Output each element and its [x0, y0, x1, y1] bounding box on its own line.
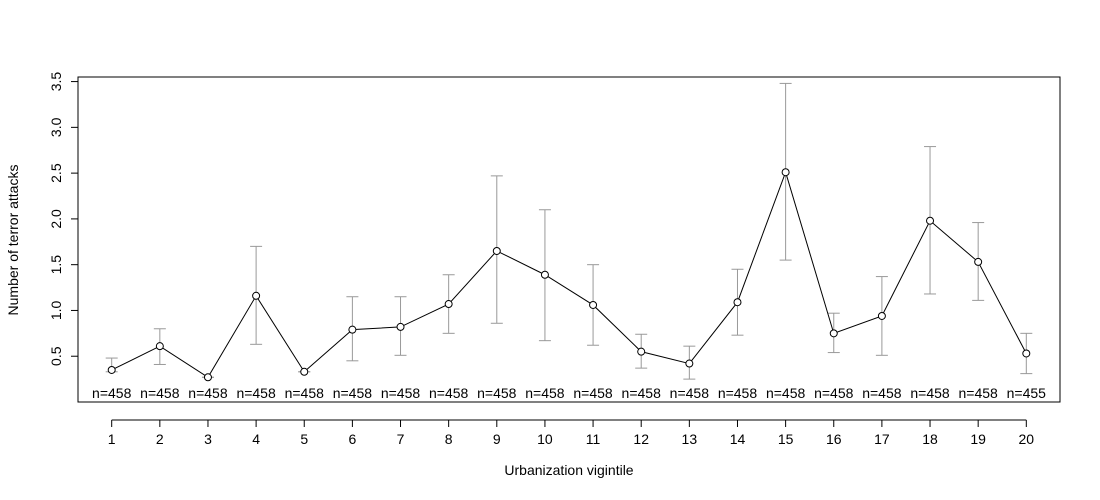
y-tick-label: 2.5	[48, 163, 64, 183]
n-label: n=458	[766, 385, 806, 401]
y-axis-title: Number of terror attacks	[5, 165, 21, 316]
data-point	[733, 298, 742, 307]
n-label: n=458	[862, 385, 902, 401]
data-point	[685, 359, 694, 368]
plot-frame	[77, 76, 1061, 403]
x-tick-label: 14	[730, 431, 746, 447]
x-tick-label: 13	[682, 431, 698, 447]
y-tick-label: 1.5	[48, 255, 64, 275]
x-tick-label: 1	[108, 431, 116, 447]
n-label: n=458	[236, 385, 276, 401]
x-tick-label: 15	[778, 431, 794, 447]
data-point	[348, 325, 357, 334]
x-tick-label: 9	[493, 431, 501, 447]
y-axis: 0.5 1.0 1.5 2.0 2.5 3.0 3.5	[48, 72, 78, 366]
n-label: n=458	[429, 385, 469, 401]
n-label: n=455	[1007, 385, 1047, 401]
n-label: n=458	[525, 385, 565, 401]
n-label: n=458	[188, 385, 228, 401]
data-point	[829, 329, 838, 338]
data-point	[107, 365, 116, 374]
n-label: n=458	[140, 385, 180, 401]
data-point	[300, 367, 309, 376]
x-tick-label: 8	[445, 431, 453, 447]
series-polyline	[111, 170, 1027, 378]
n-label: n=458	[333, 385, 373, 401]
data-point	[444, 300, 453, 309]
n-label: n=458	[670, 385, 710, 401]
data-point	[926, 216, 935, 225]
n-label: n=458	[718, 385, 758, 401]
y-tick-label: 0.5	[48, 346, 64, 366]
n-label: n=458	[92, 385, 132, 401]
y-tick-label: 2.0	[48, 209, 64, 229]
x-tick-label: 18	[922, 431, 938, 447]
x-tick-label: 20	[1019, 431, 1035, 447]
sample-size-labels: n=458 n=458 n=458 n=458 n=458 n=458 n=458 n=458…	[92, 385, 1046, 401]
data-point	[637, 347, 646, 356]
n-label: n=458	[910, 385, 950, 401]
data-point	[589, 300, 598, 309]
x-tick-label: 11	[586, 431, 601, 447]
n-label: n=458	[381, 385, 421, 401]
y-tick-label: 3.0	[48, 117, 64, 137]
data-point	[1022, 349, 1031, 358]
data-point	[155, 342, 164, 351]
x-tick-label: 10	[537, 431, 553, 447]
n-label: n=458	[814, 385, 854, 401]
x-axis-title: Urbanization vigintile	[504, 462, 633, 478]
data-point	[540, 270, 549, 279]
x-tick-label: 7	[397, 431, 405, 447]
x-tick-label: 6	[348, 431, 356, 447]
data-point	[781, 168, 790, 177]
n-label: n=458	[285, 385, 325, 401]
x-axis: 1 2 3 4 5 6 7 8 9 10 11 12 13 14 15 16 17 18 19 20	[108, 419, 1035, 447]
x-tick-label: 2	[156, 431, 164, 447]
n-label: n=458	[622, 385, 662, 401]
n-label: n=458	[477, 385, 517, 401]
data-point	[974, 257, 983, 266]
y-tick-label: 1.0	[48, 301, 64, 321]
x-tick-label: 12	[633, 431, 649, 447]
error-bars	[105, 82, 1033, 380]
y-tick-label: 3.5	[48, 72, 64, 92]
x-tick-label: 5	[300, 431, 308, 447]
series-line	[111, 170, 1027, 378]
data-point	[492, 246, 501, 255]
x-tick-label: 4	[252, 431, 260, 447]
x-tick-label: 16	[826, 431, 842, 447]
data-point	[877, 311, 886, 320]
x-tick-label: 17	[874, 431, 890, 447]
data-points	[107, 168, 1031, 382]
x-tick-label: 19	[970, 431, 986, 447]
n-label: n=458	[959, 385, 999, 401]
data-point	[252, 291, 261, 300]
data-point	[203, 373, 212, 382]
x-tick-label: 3	[204, 431, 212, 447]
data-point	[396, 322, 405, 331]
n-label: n=458	[573, 385, 613, 401]
